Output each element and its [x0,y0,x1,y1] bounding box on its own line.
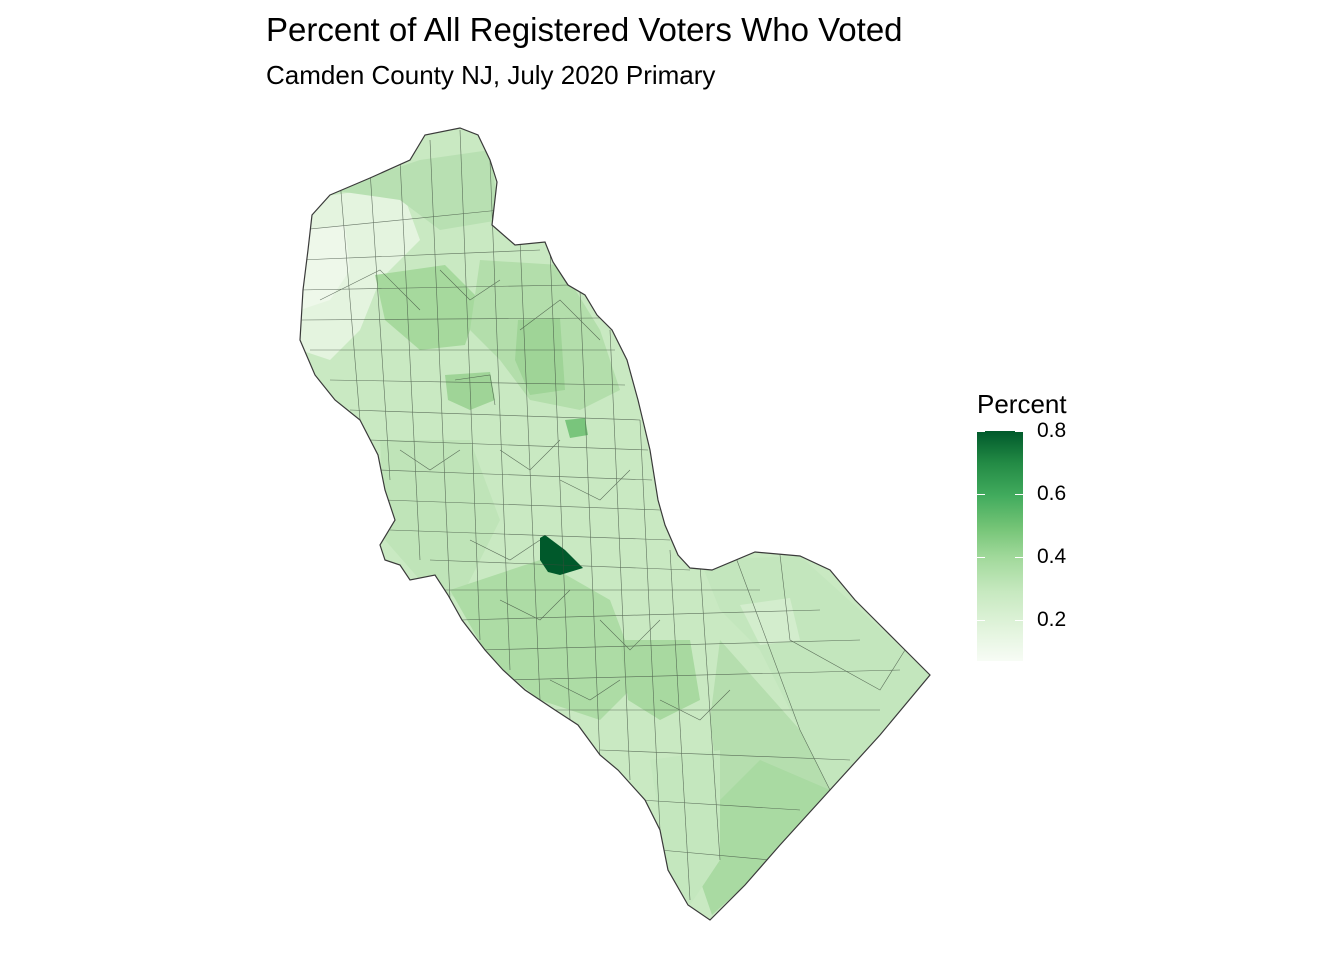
precinct-region-east-dark [515,318,565,395]
legend-tick-mark [977,494,985,495]
legend: Percent 0.8 0.6 0.4 0.2 [977,388,1107,668]
legend-tick-label: 0.2 [1037,608,1067,632]
precinct-region-south-mid [450,560,640,720]
precinct-boundaries [300,129,906,901]
precinct-fill-layer [300,128,930,920]
legend-colorbar [977,431,1023,661]
precinct-region-north-band [330,150,500,230]
legend-tick-mark [977,620,985,622]
precinct-region-small-dark [565,418,588,438]
legend-title: Percent [977,389,1067,419]
legend-tick-mark [1015,431,1023,432]
legend-tick-mark [1015,494,1023,495]
precinct-region-southeast-c [740,598,800,645]
legend-tick-label: 0.6 [1037,482,1067,505]
precinct-region-lightest [300,225,350,310]
precinct-region-southwest [380,440,500,600]
legend-tick-mark [1015,620,1023,622]
legend-tick-label: 0.8 [1037,419,1067,442]
legend-tick-label: 0.4 [1037,545,1067,569]
legend-tick-mark [977,557,985,559]
precinct-highest-turnout [540,535,583,575]
chart-title: Percent of All Registered Voters Who Vot… [266,11,903,48]
legend-tick-mark [977,431,985,432]
legend-tick-mark [1015,557,1023,559]
precinct-region-mid-dark [375,265,480,350]
precinct-region-south-tip [700,760,830,915]
chart-subtitle: Camden County NJ, July 2020 Primary [266,60,716,90]
precinct-region-south-east [620,640,700,720]
